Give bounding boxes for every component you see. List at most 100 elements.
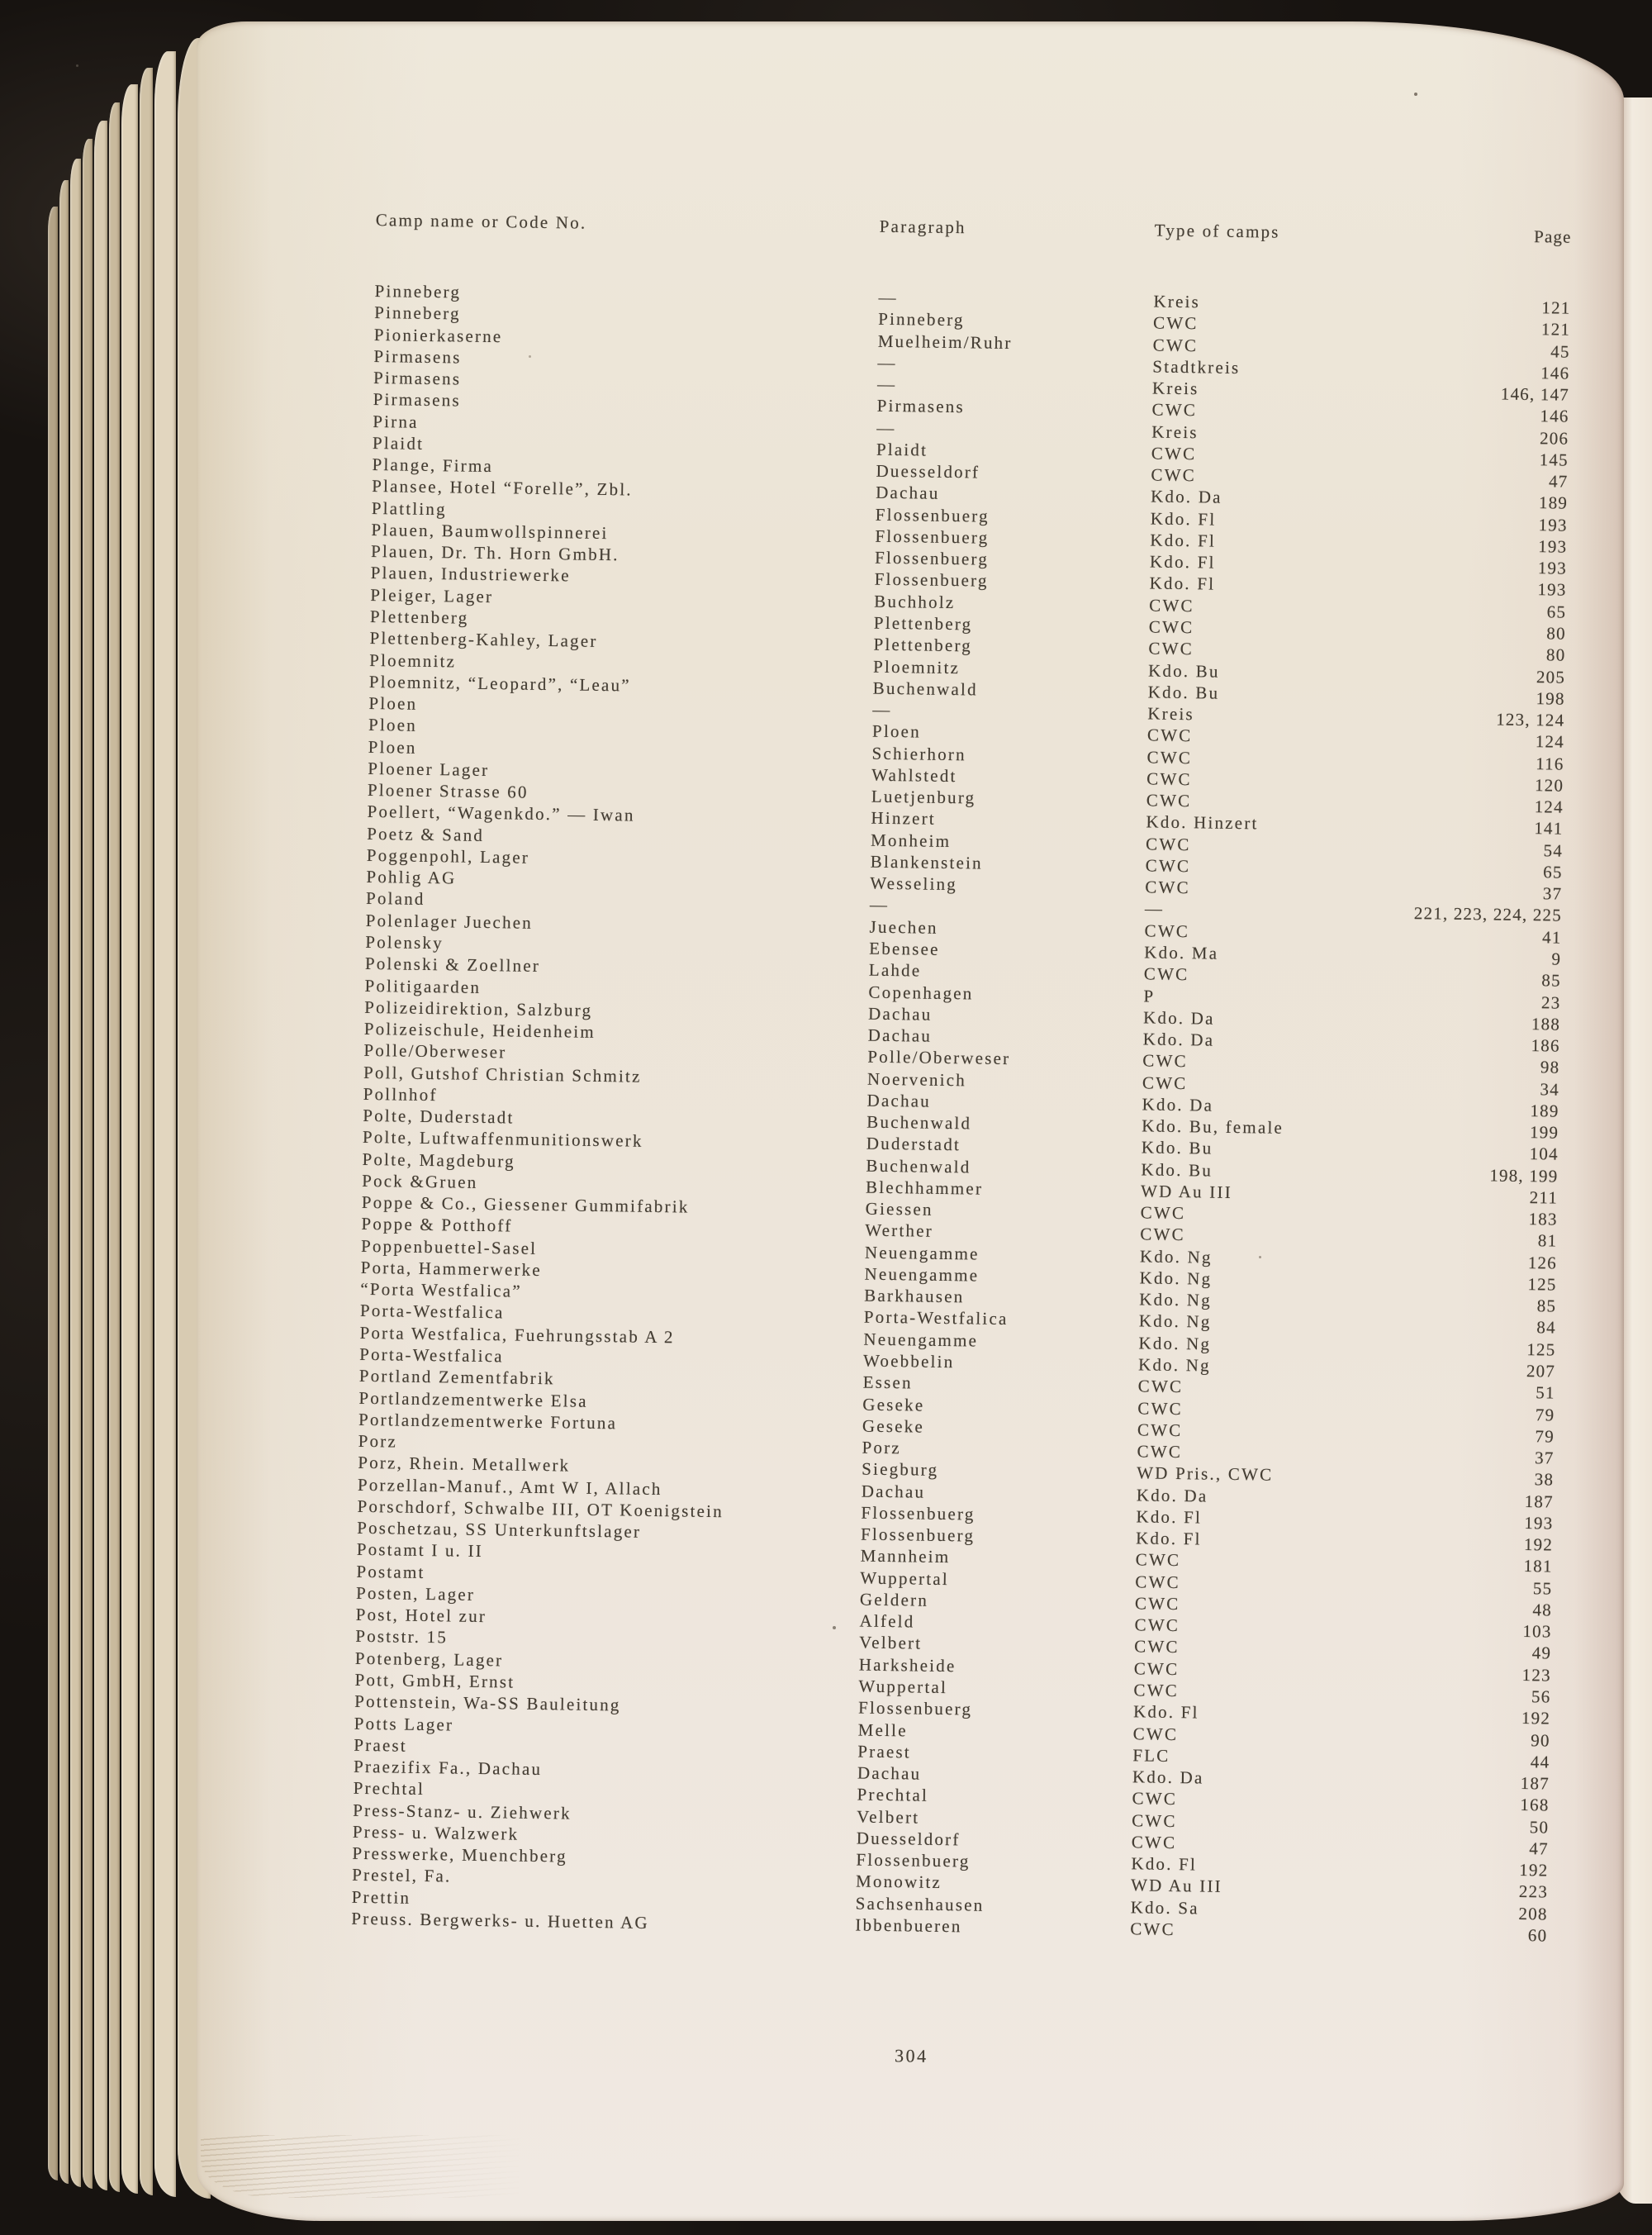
camp-type-cell: CWC: [1142, 1050, 1188, 1072]
page-number-cell: 208: [1518, 1903, 1548, 1924]
paragraph-cell: Velbert: [859, 1633, 923, 1654]
page-number-cell: 41: [1541, 927, 1562, 948]
paragraph-cell: Dachau: [867, 1003, 933, 1025]
page-number-cell: 121: [1540, 319, 1571, 340]
camp-name-cell: Praest: [354, 1734, 408, 1756]
camp-type-cell: Kdo. Fl: [1150, 508, 1217, 530]
header-camp-name: Camp name or Code No.: [375, 210, 587, 233]
camp-type-cell: Kdo. Da: [1136, 1484, 1208, 1506]
camp-type-cell: Kdo. Sa: [1130, 1896, 1199, 1919]
paragraph-cell: Buchenwald: [872, 678, 978, 700]
camp-type-cell: Kdo. Da: [1132, 1767, 1204, 1788]
camp-type-cell: CWC: [1152, 312, 1199, 334]
camp-type-cell: CWC: [1145, 855, 1191, 877]
paragraph-cell: Luetjenburg: [871, 786, 976, 808]
paragraph-cell: Ploemnitz: [872, 656, 961, 678]
camp-name-cell: Potenberg, Lager: [354, 1648, 504, 1671]
paragraph-cell: Barkhausen: [864, 1285, 965, 1307]
camp-name-cell: Praezifix Fa., Dachau: [353, 1756, 543, 1780]
camp-type-cell: Kdo. Hinzert: [1146, 811, 1259, 834]
page-number-cell: 124: [1534, 797, 1564, 817]
camp-type-cell: CWC: [1137, 1441, 1183, 1462]
camp-type-cell: Kdo. Ng: [1139, 1246, 1213, 1267]
paragraph-cell: Porta-Westfalica: [863, 1307, 1009, 1329]
camp-name-cell: Plattling: [371, 497, 447, 519]
page-number-cell: 51: [1536, 1382, 1555, 1403]
camp-type-cell: Kreis: [1151, 378, 1199, 399]
paragraph-cell: Hinzert: [871, 808, 937, 830]
camp-type-cell: FLC: [1132, 1745, 1170, 1766]
camp-type-cell: Kdo. Fl: [1150, 530, 1217, 551]
camp-name-cell: Polle/Oberweser: [363, 1040, 507, 1063]
camp-name-cell: Pirmasens: [373, 345, 462, 368]
camp-name-cell: Postamt: [356, 1561, 425, 1582]
camp-name-cell: Polenski & Zoellner: [364, 953, 541, 977]
paragraph-cell: Werther: [865, 1220, 934, 1242]
paragraph-cell: Porz: [862, 1437, 902, 1458]
camp-type-cell: Kdo. Bu: [1141, 1159, 1213, 1181]
camp-name-cell: Plauen, Industriewerke: [370, 563, 571, 586]
page-number-cell: 9: [1551, 949, 1562, 969]
camp-type-cell: —: [1144, 898, 1165, 920]
camp-type-cell: Kdo. Ng: [1139, 1289, 1213, 1310]
page-edge-strip: [83, 139, 93, 2189]
camp-name-cell: Plange, Firma: [372, 454, 494, 477]
paragraph-cell: Buchenwald: [866, 1111, 972, 1134]
page-number-cell: 192: [1523, 1534, 1554, 1555]
paragraph-cell: Duesseldorf: [876, 460, 980, 483]
page-edge-strip: [154, 51, 176, 2197]
paragraph-cell: Buchenwald: [866, 1155, 971, 1177]
camp-type-cell: CWC: [1140, 1224, 1185, 1245]
camp-type-cell: Kdo. Da: [1142, 1094, 1214, 1115]
paper-speck: [1259, 1256, 1261, 1258]
paragraph-cell: Noervenich: [866, 1068, 967, 1090]
camp-name-cell: Porschdorf, Schwalbe III, OT Koenigstein: [357, 1496, 724, 1522]
camp-type-cell: Kdo. Ma: [1144, 942, 1219, 963]
camp-type-cell: CWC: [1146, 725, 1193, 746]
page-number-cell: 65: [1543, 862, 1563, 882]
page-number-cell: 198: [1536, 687, 1565, 709]
camp-name-cell: Portlandzementwerke Elsa: [358, 1387, 588, 1411]
page-number-cell: 193: [1538, 536, 1568, 557]
page-number-cell: 37: [1542, 883, 1563, 904]
page-number-cell: 145: [1539, 449, 1569, 470]
camp-name-cell: Prechtal: [353, 1778, 425, 1800]
paragraph-cell: Woebbelin: [862, 1350, 955, 1372]
camp-type-cell: CWC: [1132, 1723, 1179, 1744]
paragraph-cell: Flossenbuerg: [874, 569, 989, 592]
page-number-cell: 123: [1521, 1664, 1551, 1686]
page-number-cell: 98: [1540, 1057, 1560, 1077]
camp-type-cell: Kdo. Ng: [1139, 1267, 1213, 1289]
camp-name-cell: Press- u. Walzwerk: [352, 1821, 520, 1844]
page-number-cell: 49: [1531, 1643, 1552, 1664]
paragraph-cell: Wuppertal: [860, 1567, 950, 1589]
page-edge-strip: [48, 207, 58, 2180]
page-number-cell: 125: [1526, 1339, 1556, 1360]
camp-name-cell: Pock &Gruen: [362, 1170, 478, 1192]
paragraph-cell: Flossenbuerg: [875, 525, 990, 548]
camp-type-cell: CWC: [1148, 638, 1194, 659]
camp-type-cell: Stadtkreis: [1152, 356, 1241, 378]
table-body: Pinneberg — Kreis 121 Pinneberg Pinneber…: [351, 281, 1580, 1947]
camp-name-cell: Pirna: [373, 411, 419, 432]
camp-name-cell: Pinneberg: [374, 280, 462, 302]
page-number-cell: 168: [1520, 1795, 1550, 1815]
page-number-cell: 221, 223, 224, 225: [1413, 903, 1563, 926]
paragraph-cell: Mannheim: [860, 1545, 951, 1567]
paragraph-cell: Blankenstein: [870, 851, 983, 873]
paragraph-cell: Flossenbuerg: [861, 1502, 976, 1524]
paragraph-cell: Praest: [857, 1741, 912, 1762]
paragraph-cell: —: [876, 373, 897, 395]
camp-type-cell: Kdo. Ng: [1138, 1310, 1212, 1333]
camp-name-cell: Pionierkaserne: [373, 324, 503, 346]
camp-name-cell: Ploen: [368, 736, 417, 758]
camp-type-cell: CWC: [1146, 747, 1193, 768]
camp-type-cell: CWC: [1140, 1202, 1186, 1224]
paragraph-cell: Ploen: [871, 720, 922, 742]
page-number-cell: 146, 147: [1500, 383, 1570, 405]
page-number-cell: 126: [1527, 1252, 1558, 1273]
paragraph-cell: Neuengamme: [864, 1242, 980, 1264]
paragraph-cell: Harksheide: [858, 1654, 957, 1676]
camp-name-cell: Potts Lager: [354, 1713, 454, 1735]
